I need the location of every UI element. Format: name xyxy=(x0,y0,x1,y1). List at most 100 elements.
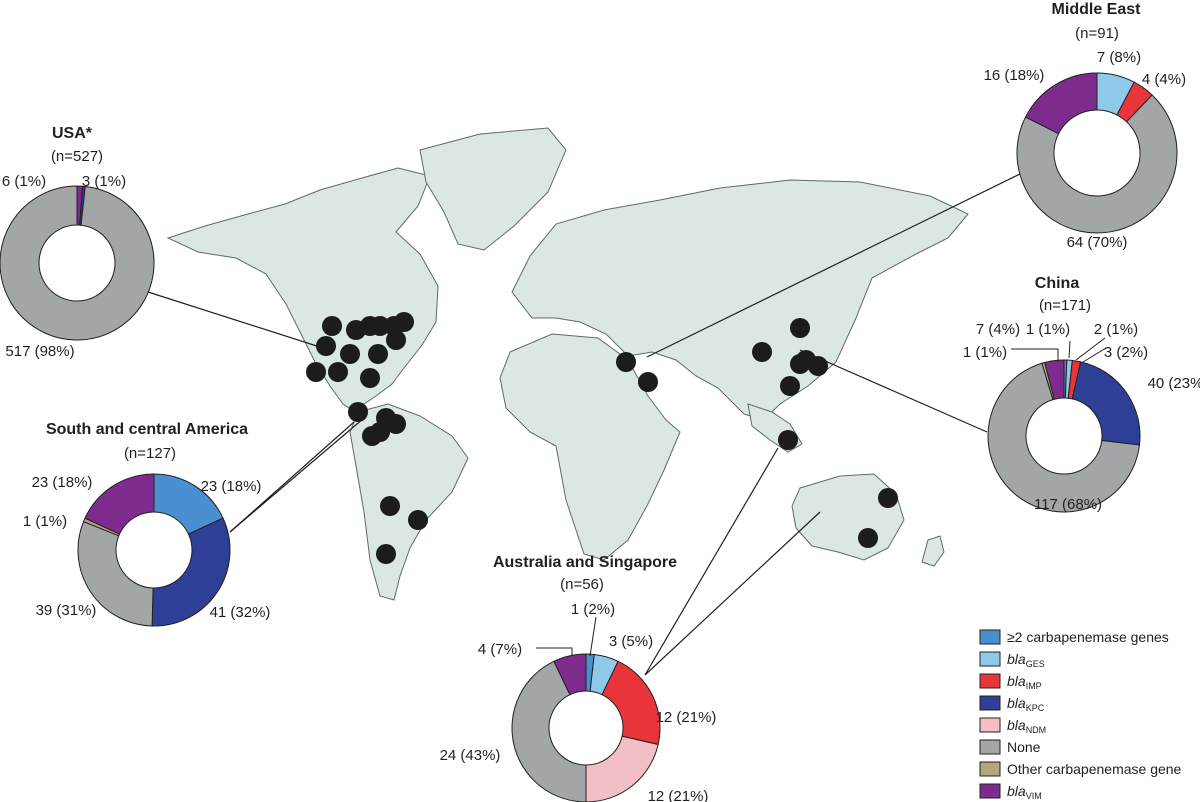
slice-leader-line xyxy=(1011,348,1059,362)
australia-singapore-donut: Australia and Singapore (n=56) 1 (2%) 3 (5%… xyxy=(440,554,716,802)
usa-title: USA* xyxy=(52,125,93,142)
china-label-multi: 1 (1%) xyxy=(1026,321,1070,338)
usa-donut: USA* (n=527) 6 (1%) 3 (1%) 517 (98%) xyxy=(0,125,155,360)
legend-swatch-ndm xyxy=(979,717,1001,733)
slice-leader-line xyxy=(589,616,597,657)
connector-lines xyxy=(147,171,1025,676)
legend-swatch-imp xyxy=(979,673,1001,689)
legend-item-vim: blaVIM xyxy=(979,783,1042,801)
south-central-america-label-multi: 23 (18%) xyxy=(201,478,262,495)
europe-asia-landmass xyxy=(511,179,969,421)
middle-east-label-none: 64 (70%) xyxy=(1067,234,1128,251)
site-marker xyxy=(386,414,406,434)
china-label-other: 1 (1%) xyxy=(963,344,1007,361)
legend-label-none: None xyxy=(1007,739,1041,755)
china-slice-kpc xyxy=(1071,361,1141,446)
usa-label-kpc: 3 (1%) xyxy=(82,173,126,190)
australia-singapore-label-ndm: 12 (21%) xyxy=(648,788,709,802)
south-central-america-donut: South and central America (n=127) 23 (18%)… xyxy=(23,421,270,627)
slice-leader-line xyxy=(1075,337,1106,361)
legend-label-kpc: blaKPC xyxy=(1007,695,1045,713)
world-map xyxy=(166,127,969,601)
legend-item-ges: blaGES xyxy=(979,651,1045,669)
site-marker xyxy=(328,362,348,382)
legend-swatch-other xyxy=(979,761,1001,777)
legend-item-multi: ≥2 carbapenemase genes xyxy=(979,629,1169,645)
middle-east-label-ges: 7 (8%) xyxy=(1097,49,1141,66)
legend-item-other: Other carbapenemase gene xyxy=(979,761,1182,777)
new-zealand-landmass xyxy=(921,535,945,567)
site-marker xyxy=(780,376,800,396)
middle-east-label-vim: 16 (18%) xyxy=(984,67,1045,84)
site-marker xyxy=(306,362,326,382)
australia-singapore-n-label: (n=56) xyxy=(560,576,604,593)
south-central-america-label-other: 1 (1%) xyxy=(23,513,67,530)
middle-east-slice-vim xyxy=(1024,72,1098,135)
china-title: China xyxy=(1035,275,1080,292)
site-marker xyxy=(408,510,428,530)
australia-singapore-label-none: 24 (43%) xyxy=(440,747,501,764)
china-label-kpc: 40 (23%) xyxy=(1148,375,1200,392)
site-marker xyxy=(790,318,810,338)
north-america-landmass xyxy=(166,167,439,413)
china-n-label: (n=171) xyxy=(1039,297,1091,314)
usa-label-none: 517 (98%) xyxy=(5,343,74,360)
legend-swatch-vim xyxy=(979,783,1001,799)
australia-singapore-label-vim: 4 (7%) xyxy=(478,641,522,658)
site-marker xyxy=(360,368,380,388)
australia-singapore-title: Australia and Singapore xyxy=(493,554,677,571)
legend-label-imp: blaIMP xyxy=(1007,673,1042,691)
south-central-america-connector-line xyxy=(229,417,365,533)
usa-slice-none xyxy=(0,185,155,341)
south-central-america-label-none: 39 (31%) xyxy=(36,602,97,619)
legend-swatch-kpc xyxy=(979,695,1001,711)
australia-singapore-slice-vim xyxy=(553,653,587,696)
middle-east-connector-line xyxy=(646,171,1025,358)
china-connector-line xyxy=(799,349,988,433)
site-marker xyxy=(790,354,810,374)
australia-singapore-label-multi: 1 (2%) xyxy=(571,601,615,618)
site-marker xyxy=(638,372,658,392)
china-label-vim: 7 (4%) xyxy=(976,321,1020,338)
site-marker xyxy=(348,402,368,422)
site-marker xyxy=(386,330,406,350)
site-marker xyxy=(322,316,342,336)
south-central-america-title: South and central America xyxy=(46,421,248,438)
site-marker xyxy=(752,342,772,362)
site-marker xyxy=(376,544,396,564)
site-marker xyxy=(878,488,898,508)
australia-singapore-slice-none xyxy=(511,660,587,802)
site-markers xyxy=(306,312,898,564)
site-marker xyxy=(370,316,390,336)
china-donut: China (n=171) 1 (1%) 2 (1%) 3 (2%)40 (23%) 11… xyxy=(963,275,1200,513)
legend-label-multi: ≥2 carbapenemase genes xyxy=(1007,629,1169,645)
legend-item-none: None xyxy=(979,739,1041,755)
legend-swatch-ges xyxy=(979,651,1001,667)
legend: ≥2 carbapenemase genes blaGES blaIMP blaKPC… xyxy=(979,629,1182,801)
slice-leader-line xyxy=(536,647,573,656)
usa-connector-line xyxy=(147,291,324,349)
slice-leader-line xyxy=(1068,340,1071,359)
usa-n-label: (n=527) xyxy=(51,148,103,165)
china-label-ges: 2 (1%) xyxy=(1094,321,1138,338)
site-marker xyxy=(778,430,798,450)
australia-singapore-label-ges: 3 (5%) xyxy=(609,633,653,650)
site-marker xyxy=(316,336,336,356)
australia-singapore-connector-line-2 xyxy=(644,511,821,676)
south-central-america-label-vim: 23 (18%) xyxy=(32,474,93,491)
site-marker xyxy=(858,528,878,548)
middle-east-label-imp: 4 (4%) xyxy=(1142,71,1186,88)
site-marker xyxy=(616,352,636,372)
china-slice-none xyxy=(987,362,1141,513)
south-central-america-slice-none xyxy=(77,520,154,627)
site-marker xyxy=(808,356,828,376)
site-marker xyxy=(394,312,414,332)
legend-label-ndm: blaNDM xyxy=(1007,717,1046,735)
legend-item-imp: blaIMP xyxy=(979,673,1042,691)
australia-singapore-connector-line xyxy=(644,447,779,676)
greenland-landmass xyxy=(419,127,567,251)
site-marker xyxy=(340,344,360,364)
south-central-america-connector-line-2 xyxy=(229,421,355,533)
usa-label-vim: 6 (1%) xyxy=(2,173,46,190)
